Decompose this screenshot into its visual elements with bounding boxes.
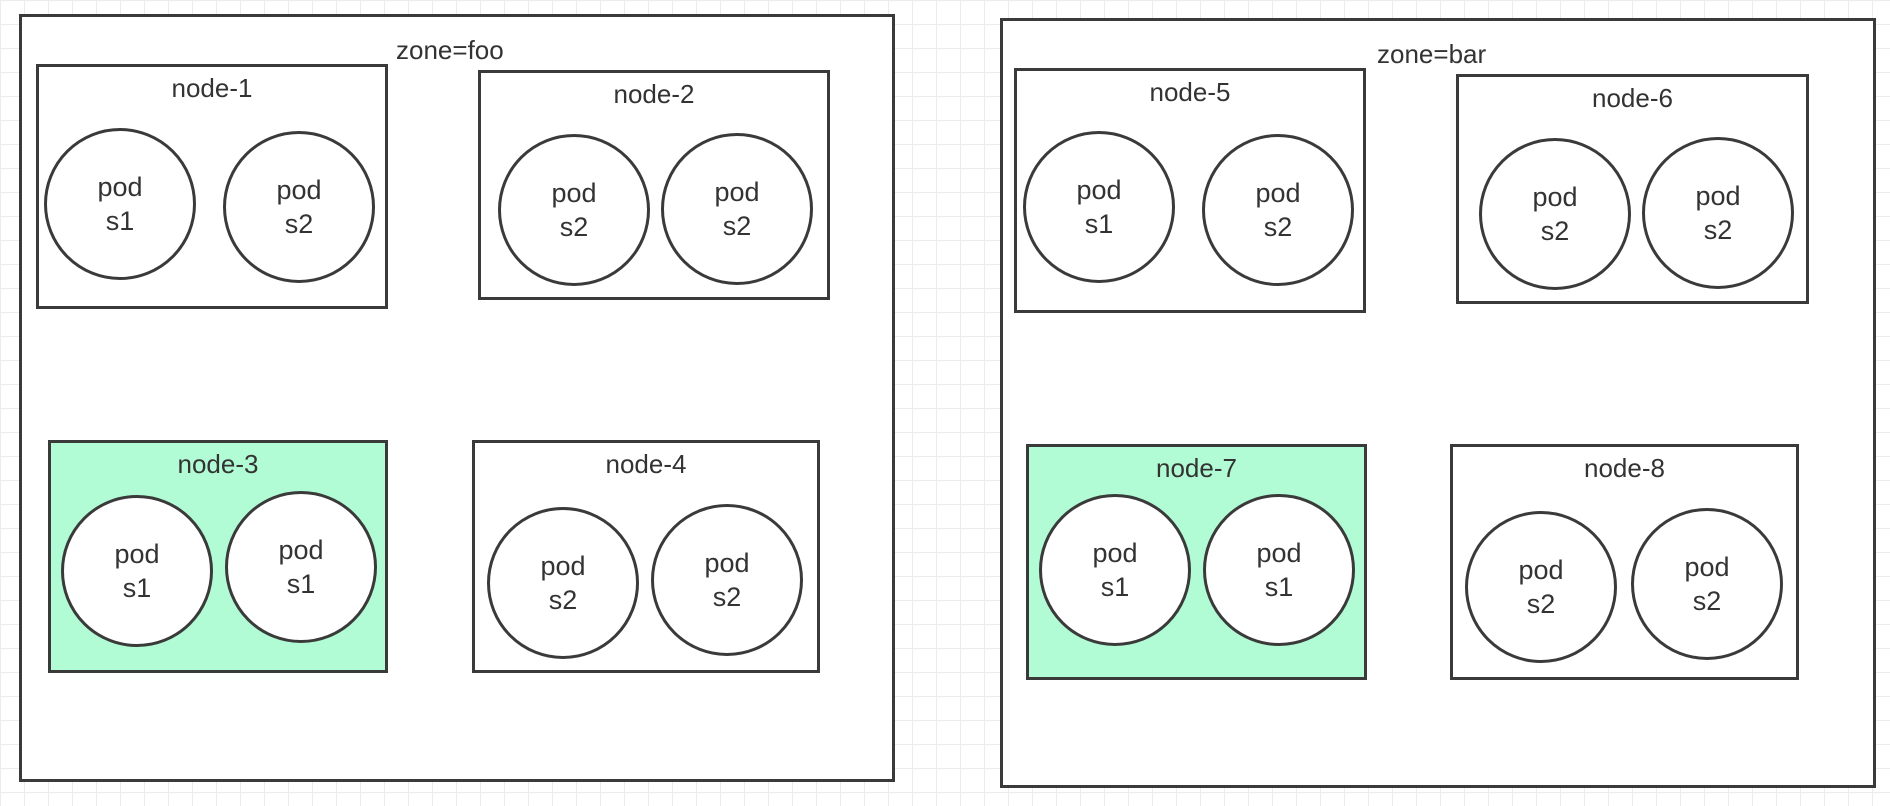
pod-circle: pod s2 [1465,511,1617,663]
pod-label: pod [1256,538,1302,568]
pod-service: s2 [712,582,742,612]
pod-label: pod [1684,552,1730,582]
zone-foo-label: zone=foo [396,35,504,65]
node-4: node-4 pod s2 pod s2 [472,440,820,673]
node-4-label: node-4 [605,449,687,479]
node-8-label: node-8 [1584,453,1665,483]
node-1-label: node-1 [171,73,253,103]
pod-label: pod [1695,181,1741,211]
pod-service: s2 [559,212,589,242]
node-7: node-7 pod s1 pod s1 [1026,444,1367,680]
pod-circle: pod s1 [44,128,196,280]
pod-label: pod [276,175,322,205]
pod-label: pod [1092,538,1138,568]
pod-service: s2 [1703,215,1733,245]
pod-service: s1 [1084,209,1114,239]
pod-service: s1 [1100,572,1130,602]
pod-service: s2 [1526,589,1556,619]
pod-label: pod [114,539,160,569]
pod-circle: pod s1 [1039,494,1191,646]
zone-foo: zone=foo node-1 pod s1 pod s2 node-2 pod… [19,14,895,782]
pod-circle: pod s2 [661,133,813,285]
node-3: node-3 pod s1 pod s1 [48,440,388,673]
pod-label: pod [1518,555,1564,585]
pod-circle: pod s2 [223,131,375,283]
pod-circle: pod s2 [1642,137,1794,289]
pod-label: pod [97,172,143,202]
node-8: node-8 pod s2 pod s2 [1450,444,1799,680]
node-1: node-1 pod s1 pod s2 [36,64,388,309]
pod-service: s1 [1264,572,1294,602]
node-7-label: node-7 [1156,453,1237,483]
pod-circle: pod s1 [61,495,213,647]
pod-circle: pod s2 [1631,508,1783,660]
node-6: node-6 pod s2 pod s2 [1456,74,1809,304]
pod-circle: pod s2 [498,134,650,286]
node-6-label: node-6 [1592,83,1673,113]
pod-service: s2 [722,211,752,241]
pod-circle: pod s2 [1479,138,1631,290]
pod-label: pod [551,178,597,208]
pod-circle: pod s2 [487,507,639,659]
pod-label: pod [714,177,760,207]
pod-circle: pod s2 [651,504,803,656]
node-5-label: node-5 [1149,77,1231,107]
pod-circle: pod s1 [1023,131,1175,283]
node-3-label: node-3 [177,449,259,479]
pod-label: pod [1532,182,1578,212]
pod-service: s2 [284,209,314,239]
pod-service: s1 [286,569,316,599]
zone-bar: zone=bar node-5 pod s1 pod s2 node-6 pod… [1000,18,1876,788]
node-2-label: node-2 [613,79,695,109]
pod-circle: pod s1 [1203,494,1355,646]
pod-service: s2 [1692,586,1722,616]
pod-service: s2 [548,585,578,615]
pod-label: pod [1255,178,1301,208]
pod-service: s1 [122,573,152,603]
node-2: node-2 pod s2 pod s2 [478,70,830,300]
pod-label: pod [278,535,324,565]
node-5: node-5 pod s1 pod s2 [1014,68,1366,313]
pod-label: pod [540,551,586,581]
pod-service: s2 [1540,216,1570,246]
pod-label: pod [1076,175,1122,205]
pod-circle: pod s2 [1202,134,1354,286]
pod-circle: pod s1 [225,491,377,643]
pod-service: s2 [1263,212,1293,242]
pod-label: pod [704,548,750,578]
zone-bar-label: zone=bar [1377,39,1487,69]
pod-service: s1 [105,206,135,236]
